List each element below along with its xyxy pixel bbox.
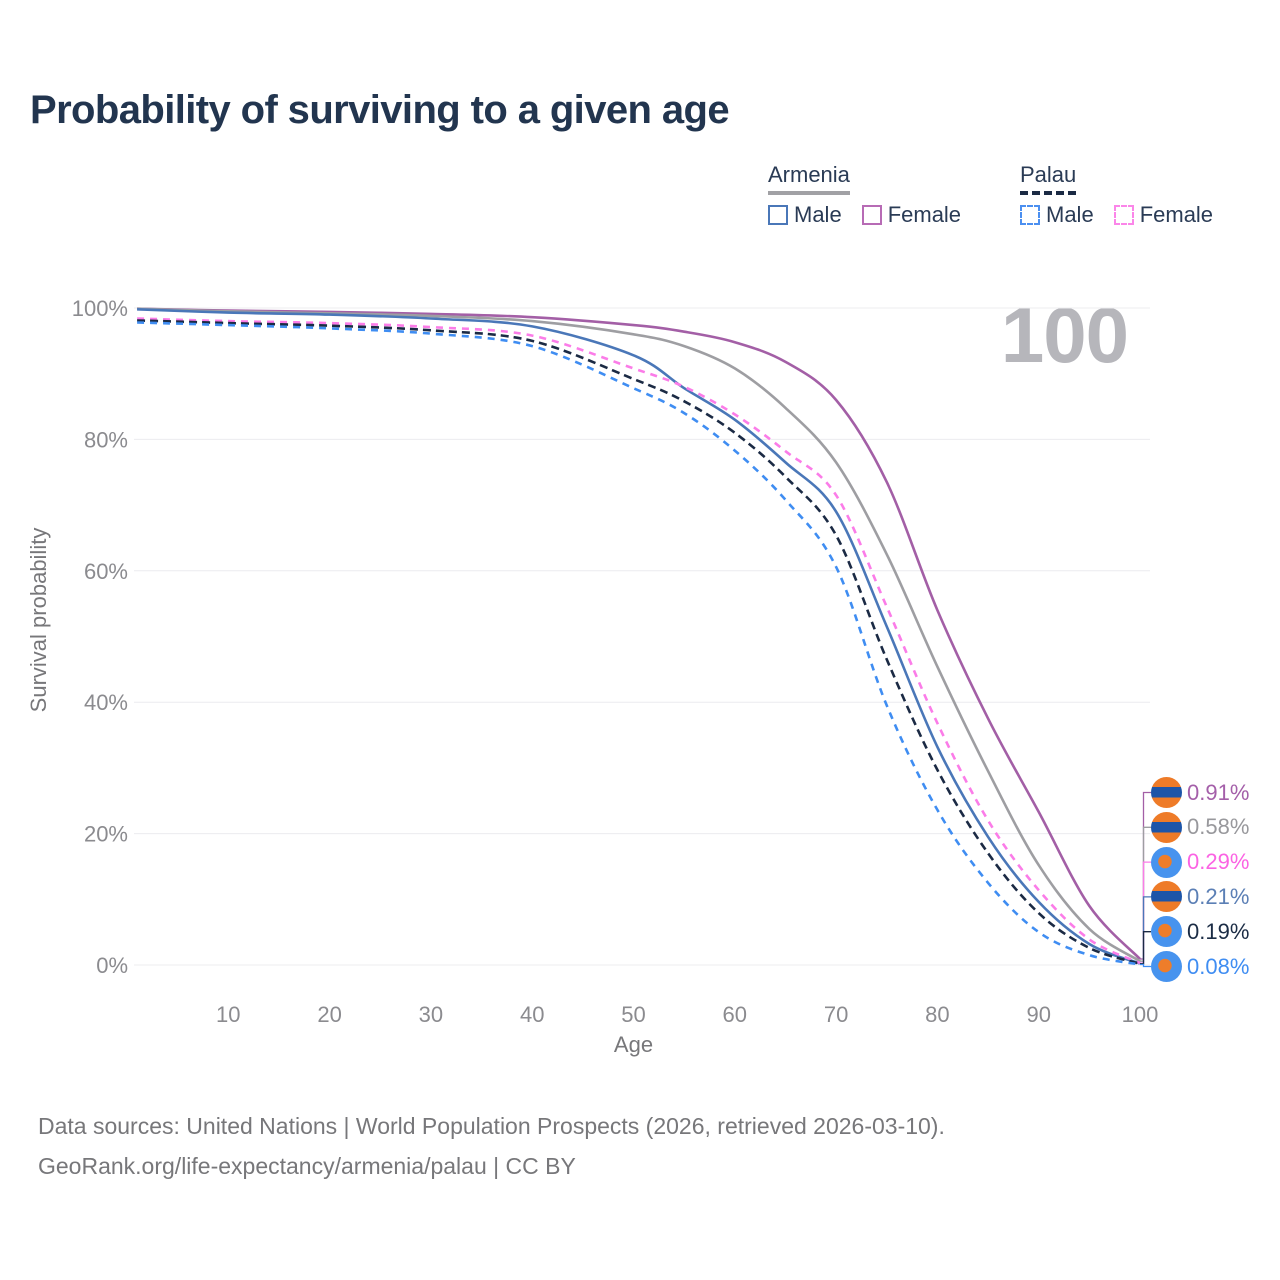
palau-flag-icon [1151,916,1182,948]
survival-probability-chart: 0% 20% 40% 60% 80% 100% 10 20 30 40 50 60 70 80 90 100 A… [26,296,1159,1057]
x-tick-label: 30 [419,1002,443,1027]
armenia-flag-icon [1151,881,1182,913]
end-label-connector-palau-male [1140,963,1151,968]
x-tick-label: 40 [520,1002,544,1027]
x-axis-title: Age [614,1032,653,1057]
legend-label-palau-female: Female [1139,202,1214,227]
armenia-male-swatch-icon [768,205,788,225]
legend-item-palau-male[interactable]: Male [1020,202,1094,228]
x-tick-label: 70 [824,1002,848,1027]
end-label-connector-armenia-both-sexes [1140,826,1151,962]
palau-female-swatch-icon [1113,205,1134,225]
legend-label-palau-male: Male [1046,202,1094,227]
x-tick-label: 90 [1026,1002,1050,1027]
x-tick-label: 50 [621,1002,645,1027]
end-label-connector-palau-both-sexes [1140,931,1151,965]
footer-attribution: GeoRank.org/life-expectancy/armenia/pala… [38,1153,576,1179]
y-tick-label: 0% [96,953,128,978]
age-watermark: 100 [1000,291,1129,379]
end-label-palau-female: 0.29% [1151,845,1249,879]
legend: Armenia Male Female Palau Male [0,162,1280,242]
series-line-armenia-both-sexes[interactable] [137,307,1141,963]
legend-group-palau: Palau Male Female [1020,162,1213,228]
series-line-palau-female[interactable] [137,317,1141,965]
x-tick-label: 20 [317,1002,341,1027]
armenia-flag-icon [1151,777,1182,808]
end-label-connector-armenia-female [1140,791,1151,960]
palau-flag-icon [1151,846,1182,878]
x-tick-label: 100 [1122,1002,1159,1027]
end-label-connector-palau-female [1140,861,1151,964]
end-label-value: 0.08% [1187,953,1250,979]
series-line-palau-both-sexes[interactable] [137,319,1141,966]
page-title: Probability of surviving to a given age [30,88,730,132]
palau-flag-icon [1151,951,1182,982]
footer: Data sources: United Nations | World Pop… [38,1106,945,1186]
end-label-value: 0.58% [1187,814,1250,840]
legend-item-armenia-male[interactable]: Male [768,202,842,228]
legend-group-title-armenia[interactable]: Armenia [768,162,850,195]
palau-male-swatch-icon [1020,205,1040,225]
end-label-armenia-both-sexes: 0.58% [1151,810,1249,844]
armenia-flag-icon [1151,811,1182,843]
legend-label-armenia-male: Male [794,202,842,227]
series-line-armenia-female[interactable] [137,307,1141,960]
end-label-armenia-male: 0.21% [1151,880,1249,914]
y-tick-label: 60% [84,559,128,584]
legend-item-palau-female[interactable]: Female [1113,202,1214,228]
end-label-value: 0.91% [1187,779,1250,805]
end-label-palau-male: 0.08% [1151,950,1249,984]
x-tick-label: 80 [925,1002,949,1027]
series-line-palau-male[interactable] [137,321,1141,966]
y-axis-title: Survival probability [26,528,51,713]
legend-label-armenia-female: Female [887,202,962,227]
end-label-armenia-female: 0.91% [1151,776,1249,810]
legend-group-armenia: Armenia Male Female [768,162,961,228]
end-label-value: 0.19% [1187,918,1250,944]
x-tick-label: 10 [216,1002,240,1027]
legend-group-title-palau[interactable]: Palau [1020,162,1077,195]
y-tick-label: 100% [72,296,128,321]
y-tick-label: 80% [84,427,128,452]
y-tick-label: 40% [84,690,128,715]
series-line-armenia-male[interactable] [137,308,1141,965]
footer-data-sources: Data sources: United Nations | World Pop… [38,1113,945,1139]
end-label-connector-armenia-male [1140,896,1151,965]
x-tick-label: 60 [723,1002,747,1027]
armenia-female-swatch-icon [861,205,882,225]
end-label-value: 0.29% [1187,849,1250,875]
y-tick-label: 20% [84,822,128,847]
legend-item-armenia-female[interactable]: Female [861,202,962,228]
end-label-palau-both-sexes: 0.19% [1151,915,1249,949]
end-label-value: 0.21% [1187,883,1250,909]
